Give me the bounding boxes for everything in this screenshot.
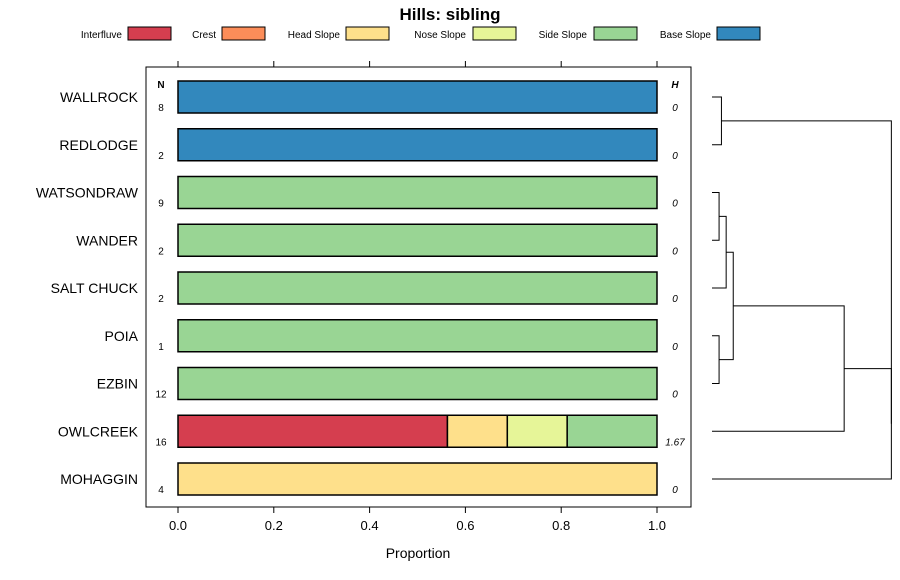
n-value: 2 (158, 151, 164, 162)
category-label: EZBIN (97, 376, 138, 392)
h-value: 0 (672, 103, 678, 114)
x-tick-label: 1.0 (648, 518, 666, 533)
n-value: 16 (155, 437, 167, 448)
bar-segment (177, 128, 658, 162)
bar-row: OWLCREEK 16 1.67 (58, 414, 685, 448)
dendrogram-branch (712, 368, 892, 480)
legend-label: Crest (192, 30, 216, 41)
legend-label: Base Slope (660, 30, 712, 41)
legend-swatch (127, 26, 172, 41)
chart-title: Hills: sibling (399, 5, 500, 24)
bar-segment (177, 223, 658, 257)
category-label: WALLROCK (60, 89, 139, 105)
bar-segment (566, 414, 658, 448)
legend-label: Head Slope (288, 30, 341, 41)
legend-label: Side Slope (539, 30, 588, 41)
dendrogram-branch (712, 96, 722, 146)
n-value: 8 (158, 103, 164, 114)
legend: Interfluve Crest Head Slope Nose Slope Side … (81, 26, 761, 41)
h-value: 0 (672, 342, 678, 353)
h-value: 0 (672, 246, 678, 257)
n-column-header: N (157, 80, 164, 91)
category-label: POIA (105, 328, 139, 344)
legend-swatch (345, 26, 390, 41)
bar-row: SALT CHUCK 2 0 (51, 271, 678, 305)
h-value: 0 (672, 485, 678, 496)
dendrogram-branch (721, 120, 892, 424)
bar-row: WALLROCK 8 0 (60, 80, 678, 114)
n-value: 2 (158, 294, 164, 305)
n-value: 4 (158, 485, 164, 496)
rows: WALLROCK 8 0 REDLODGE 2 0 WATSONDRAW 9 0 WANDER 2 0… (36, 80, 685, 496)
n-value: 9 (158, 199, 164, 210)
category-label: REDLODGE (59, 137, 138, 153)
n-value: 12 (155, 390, 167, 401)
x-tick-label: 0.4 (361, 518, 379, 533)
legend-swatch (593, 26, 638, 41)
x-tick-label: 0.6 (456, 518, 474, 533)
dendrogram-branch (712, 335, 720, 384)
legend-label: Nose Slope (414, 30, 466, 41)
bar-segment (177, 80, 658, 114)
bar-segment (177, 271, 658, 305)
x-axis-title: Proportion (386, 545, 451, 561)
legend-swatch (221, 26, 266, 41)
category-label: WATSONDRAW (36, 185, 139, 201)
legend-label: Interfluve (81, 30, 123, 41)
plot-frame (145, 66, 692, 508)
category-label: WANDER (76, 232, 138, 248)
bar-segment (177, 414, 449, 448)
x-axis: 0.0 0.2 0.4 0.6 0.8 1.0 (169, 507, 666, 533)
bar-segment (177, 462, 658, 496)
bar-row: REDLODGE 2 0 (59, 128, 678, 162)
n-value: 1 (158, 342, 164, 353)
h-value: 0 (672, 294, 678, 305)
dendrogram-branch (712, 305, 845, 432)
top-axis-ticks (177, 61, 658, 67)
x-tick-label: 0.8 (552, 518, 570, 533)
category-label: MOHAGGIN (60, 471, 138, 487)
legend-swatch (472, 26, 517, 41)
bar-segment (177, 366, 658, 401)
dendrogram-branch (712, 192, 720, 241)
bar-row: MOHAGGIN 4 0 (60, 462, 678, 496)
n-value: 2 (158, 246, 164, 257)
bar-segment (446, 414, 509, 448)
plot-area: N H (145, 66, 692, 508)
bar-row: WANDER 2 0 (76, 223, 678, 257)
bar-row: EZBIN 12 0 (97, 366, 678, 401)
dendrogram (712, 96, 892, 480)
h-value: 0 (672, 199, 678, 210)
category-label: OWLCREEK (58, 423, 139, 439)
h-column-header: H (671, 80, 679, 91)
category-label: SALT CHUCK (51, 280, 139, 296)
bar-segment (177, 175, 658, 210)
h-value: 0 (672, 151, 678, 162)
h-value: 0 (672, 390, 678, 401)
bar-segment (506, 414, 568, 448)
bar-row: WATSONDRAW 9 0 (36, 175, 678, 210)
bar-segment (177, 319, 658, 353)
bar-row: POIA 1 0 (105, 319, 678, 353)
h-value: 1.67 (665, 437, 685, 448)
x-tick-label: 0.2 (265, 518, 283, 533)
legend-swatch (716, 26, 761, 41)
x-tick-label: 0.0 (169, 518, 187, 533)
